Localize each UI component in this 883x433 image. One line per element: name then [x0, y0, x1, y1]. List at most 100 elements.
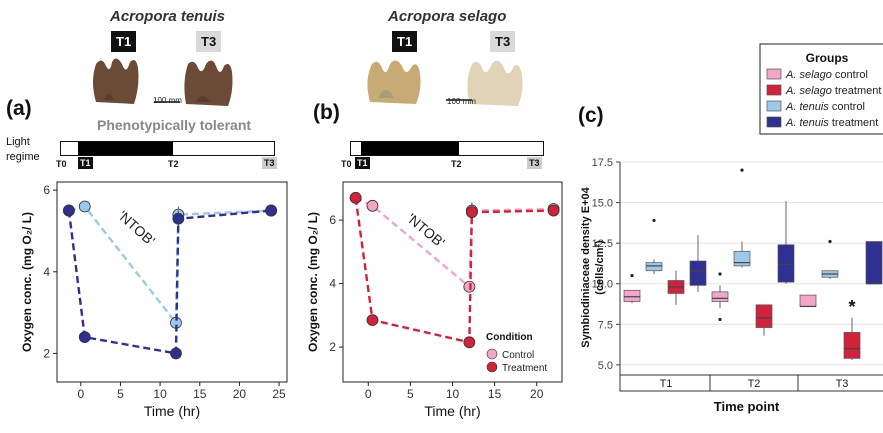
legend-species: A. selago — [785, 69, 832, 81]
x-axis-label: Time (hr) — [144, 403, 200, 419]
outlier-point — [630, 274, 634, 278]
dark-period-a — [78, 142, 173, 155]
category-label: T3 — [836, 378, 849, 390]
light-regime-label-line2: regime — [6, 151, 40, 163]
x-tick-label: 15 — [193, 387, 207, 401]
legend-swatch — [766, 84, 782, 96]
x-tick-label: 5 — [407, 387, 414, 401]
data-point-control — [78, 200, 91, 213]
legend-label-treatment: Treatment — [502, 363, 547, 374]
data-point-treatment — [170, 347, 182, 360]
timeline-t0-b: T0 — [341, 159, 352, 169]
data-point-treatment — [62, 204, 75, 217]
outlier-point — [718, 317, 722, 322]
chart-a-oxygen-tenuis: 2 4 6 0 5 10 15 20 25 Time (hr) Oxygen conc. (mg O… — [20, 181, 288, 419]
significance-marker: * — [848, 297, 855, 317]
legend-entry: A. tenuis treatment — [785, 117, 878, 129]
y-tick-label: 4 — [329, 277, 336, 291]
category-label: T1 — [660, 378, 673, 390]
data-point-treatment — [366, 314, 379, 326]
outlier-point — [828, 239, 832, 244]
legend-condition: control — [832, 69, 868, 81]
data-point-treatment — [265, 204, 278, 217]
data-point-treatment — [463, 336, 476, 349]
legend-entry: A. selago control — [785, 69, 868, 81]
legend-species: A. tenuis — [785, 117, 829, 129]
box-tenuis_treatment — [865, 241, 883, 285]
timeline-t2-b: T2 — [451, 159, 462, 169]
y-tick-label: 2 — [329, 340, 336, 354]
box-tenuis_control — [645, 262, 663, 272]
legend-species: A. selago — [785, 85, 832, 97]
timeline-t3-b: T3 — [527, 157, 542, 169]
y-axis-unit-label: (cells/cm²) — [594, 240, 606, 295]
x-tick-label: 25 — [272, 387, 286, 401]
y-axis-label: Oxygen conc. (mg O₂/ L) — [20, 212, 34, 352]
tag-t3-tenuis: T3 — [196, 31, 222, 52]
coral-photo-tenuis — [93, 58, 233, 106]
y-axis-label: Oxygen conc. (mg O₂/ L) — [306, 212, 320, 352]
y-tick-label: 4 — [43, 265, 50, 279]
panel-label-a: (a) — [6, 97, 32, 120]
outlier-point — [718, 272, 722, 276]
y-tick-label: 12.5 — [592, 238, 613, 250]
light-regime-bar-a — [60, 141, 275, 156]
light-regime-label: Light regime — [6, 135, 40, 165]
category-strip — [619, 374, 883, 392]
legend-entry: A. selago treatment — [785, 85, 881, 97]
x-tick-label: 15 — [488, 387, 502, 401]
box-selago_control — [623, 289, 641, 302]
data-point-treatment — [349, 191, 362, 204]
tag-t1-tenuis: T1 — [111, 31, 137, 52]
box-selago_treatment — [843, 332, 861, 359]
species-title-tenuis: Acropora tenuis — [110, 8, 226, 25]
box-tenuis_treatment — [777, 244, 795, 283]
legend-condition: control — [829, 101, 865, 113]
legend-label-control: Control — [502, 350, 534, 361]
legend-title: Groups — [806, 51, 849, 65]
series-line-control — [68, 205, 272, 327]
data-point-treatment — [78, 331, 91, 344]
timeline-t3-a: T3 — [262, 157, 277, 169]
plot-frame — [342, 181, 563, 383]
y-tick-label: 5.0 — [598, 360, 613, 372]
scale-bar-label-tenuis: 100 mm — [153, 96, 182, 105]
dark-period-b — [361, 142, 459, 155]
panel-label-b: (b) — [313, 101, 340, 124]
timeline-t1-a: T1 — [78, 157, 93, 169]
legend-condition: treatment — [832, 85, 882, 97]
box-selago_control — [711, 291, 729, 302]
y-tick-label: 15.0 — [592, 198, 613, 210]
tag-t3-selago: T3 — [490, 31, 516, 52]
x-tick-label: 10 — [153, 387, 167, 401]
box-selago_treatment — [755, 304, 773, 328]
tag-t1-selago: T1 — [392, 31, 418, 52]
phenotype-label: Phenotypically tolerant — [97, 117, 252, 133]
timeline-t1-b: T1 — [355, 157, 370, 169]
outlier-point — [652, 218, 656, 223]
y-tick-label: 7.5 — [598, 319, 613, 331]
x-tick-label: 10 — [446, 387, 460, 401]
plot-frame — [56, 181, 288, 383]
species-title-selago: Acropora selago — [388, 8, 507, 25]
y-tick-label: 17.5 — [592, 157, 613, 169]
x-tick-label: 20 — [233, 387, 247, 401]
timeline-t2-a: T2 — [168, 159, 179, 169]
coral-photo-selago — [367, 60, 523, 106]
y-tick-label: 10.0 — [592, 279, 613, 291]
timeline-t0-a: T0 — [56, 159, 67, 169]
category-label: T2 — [748, 378, 761, 390]
data-point-treatment — [172, 212, 185, 225]
data-point-treatment — [465, 206, 478, 219]
plot-area — [620, 162, 883, 373]
y-axis-label: Symbiodiniaceae density E+04 — [580, 186, 592, 347]
chart-c-symbiont-density: 5.0 7.5 10.0 12.5 15.0 17.5 T1 T2 T3 * Time point S… — [580, 43, 883, 414]
legend-species: A. tenuis — [785, 101, 829, 113]
data-point-treatment — [547, 204, 560, 217]
legend-entry: A. tenuis control — [785, 101, 865, 113]
legend-condition: treatment — [829, 117, 879, 129]
legend-swatch — [766, 116, 782, 128]
x-tick-label: 5 — [117, 387, 124, 401]
y-tick-label: 6 — [329, 213, 336, 227]
